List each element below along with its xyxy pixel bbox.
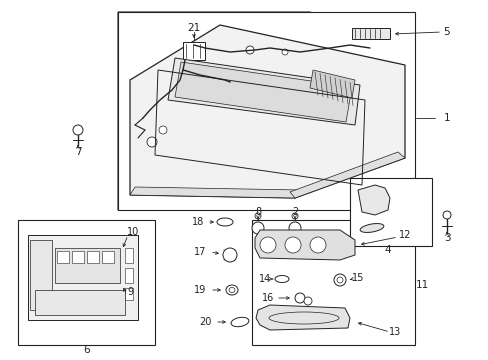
Bar [102, 251, 114, 263]
Text: 11: 11 [414, 280, 428, 290]
Text: 20: 20 [199, 317, 211, 327]
Bar [183, 42, 204, 60]
Text: 5: 5 [443, 27, 449, 37]
Bar [125, 248, 133, 263]
Polygon shape [118, 12, 414, 210]
Ellipse shape [228, 288, 235, 292]
Circle shape [282, 49, 287, 55]
Bar [30, 240, 52, 310]
Bar [55, 248, 120, 283]
Polygon shape [309, 70, 354, 98]
Text: 19: 19 [193, 285, 206, 295]
Polygon shape [168, 58, 359, 125]
Circle shape [333, 274, 346, 286]
Text: 17: 17 [193, 247, 206, 257]
Ellipse shape [231, 317, 248, 327]
Circle shape [260, 237, 275, 253]
Polygon shape [357, 185, 389, 215]
Text: 2: 2 [291, 207, 298, 217]
Circle shape [245, 46, 253, 54]
Ellipse shape [224, 77, 235, 83]
Bar [57, 251, 69, 263]
Text: 8: 8 [254, 207, 261, 217]
Polygon shape [130, 25, 404, 198]
Text: 14: 14 [258, 274, 270, 284]
Bar [18, 220, 155, 345]
Bar [251, 220, 414, 345]
Bar [35, 290, 125, 315]
Bar [28, 235, 138, 320]
Polygon shape [254, 230, 354, 260]
Ellipse shape [250, 76, 259, 81]
Circle shape [147, 137, 157, 147]
Text: 15: 15 [351, 273, 364, 283]
Text: 9: 9 [127, 287, 133, 297]
Text: 13: 13 [388, 327, 400, 337]
Text: 3: 3 [443, 233, 449, 243]
Circle shape [73, 125, 83, 135]
Polygon shape [175, 62, 351, 122]
Ellipse shape [360, 224, 383, 233]
Text: 10: 10 [126, 227, 139, 237]
Circle shape [251, 222, 264, 234]
Text: 12: 12 [398, 230, 410, 240]
Bar [118, 12, 414, 210]
Circle shape [254, 213, 261, 219]
Circle shape [309, 237, 325, 253]
Circle shape [291, 213, 297, 219]
Bar [349, 178, 431, 246]
Bar [125, 288, 133, 300]
Text: 6: 6 [83, 345, 90, 355]
Circle shape [223, 248, 237, 262]
Text: 16: 16 [262, 293, 274, 303]
Text: 4: 4 [384, 245, 390, 255]
Text: 1: 1 [443, 113, 449, 123]
Circle shape [336, 277, 342, 283]
Circle shape [285, 237, 301, 253]
Circle shape [159, 126, 167, 134]
Polygon shape [130, 187, 299, 198]
Ellipse shape [225, 285, 238, 295]
Circle shape [288, 222, 301, 234]
Bar [72, 251, 84, 263]
Bar [125, 268, 133, 283]
Circle shape [442, 211, 450, 219]
Ellipse shape [274, 275, 288, 283]
Polygon shape [289, 152, 404, 198]
Text: 21: 21 [187, 23, 200, 33]
Circle shape [294, 293, 305, 303]
Circle shape [304, 297, 311, 305]
Text: 7: 7 [75, 147, 81, 157]
Polygon shape [256, 305, 349, 330]
Bar [351, 28, 389, 39]
Ellipse shape [217, 218, 232, 226]
Bar [87, 251, 99, 263]
Text: 18: 18 [191, 217, 203, 227]
